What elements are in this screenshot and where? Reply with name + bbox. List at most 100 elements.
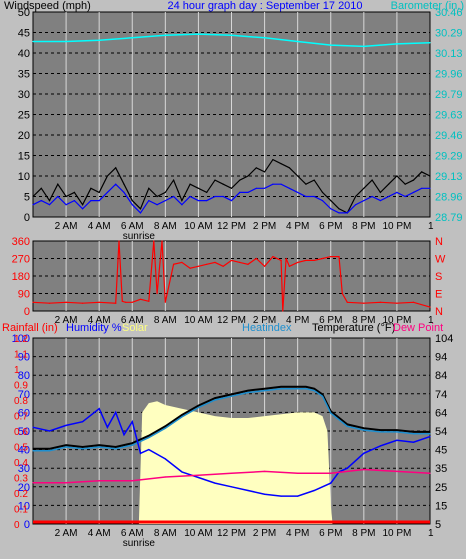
x-tick-label: 1 [428,315,434,326]
rain-tick-label: 1.2 [14,334,28,345]
x-tick-label: 12 PM [217,528,246,539]
direction-point [32,301,34,303]
y-right-tick-label: 29.96 [435,69,463,81]
legend-entry: Rainfall (in) [2,322,58,334]
humidity-point [330,482,332,484]
rain-tick-label: 0.6 [14,427,28,438]
direction-point [379,301,381,303]
temperature-point [197,405,200,407]
direction-point [181,261,183,263]
y-right-tick-label: 28.96 [435,192,463,204]
y-tick-label: 70 [18,389,30,401]
humidity-point [363,452,365,454]
wind-gust-point [313,179,315,181]
direction-point [98,301,100,303]
wind-average-point [379,200,381,202]
wind-average-point [57,195,59,198]
dewpoint-point [330,472,332,474]
wind-average-point [206,200,208,202]
barometer-axis-label: Barometer (in.) [391,0,464,12]
wind-gust-point [354,195,357,198]
y-right-tick-label: 29.63 [435,110,463,122]
direction-line [32,240,431,312]
temperature-point [48,448,51,450]
graph-title: 24 hour graph day : September 17 2010 [167,0,362,12]
x-tick-label: 6 AM [121,528,144,539]
heatindex-point [214,399,216,401]
y-tick-label: 20 [18,130,30,142]
wind-average-point [82,208,84,210]
dewpoint-point [363,468,365,471]
y-tick-label: 60 [18,407,30,419]
wind-gust-point [288,167,290,169]
y-right-tick-label: N [435,306,443,318]
x-tick-label: 4 PM [286,528,309,539]
wind-average-point [412,191,415,193]
wind-average-point [280,183,282,185]
y-right-tick-label: W [435,254,446,266]
rain-tick-label: 1 [14,365,20,376]
wind-gust-point [214,179,216,181]
temperature-point [346,423,348,426]
direction-point [48,302,51,304]
heatindex-point [313,390,315,392]
heatindex-point [330,412,332,414]
wind-gust-point [73,191,75,193]
y-tick-label: 0 [24,212,30,224]
legend-entry: Heatindex [242,322,292,334]
wind-barometer-point [230,34,233,36]
humidity-point [197,476,200,479]
wind-average-point [297,191,299,193]
wind-average-point [371,195,373,198]
direction-point [305,259,307,262]
y-right-tick-label: 74 [435,389,447,401]
x-tick-label: 10 PM [382,528,411,539]
temperature-point [313,388,315,390]
humidity-point [429,435,431,438]
heatindex-point [346,425,348,427]
y-right-tick-label: 45 [435,445,447,457]
wind-gust-point [412,179,415,181]
rain-tick-label: 0.4 [14,458,28,469]
temperature-point [230,393,233,395]
heatindex-point [280,388,282,390]
direction-point [197,265,200,267]
wind-average-point [32,204,34,206]
wind-gust-point [379,191,381,193]
x-tick-label: 12 PM [217,221,246,232]
humidity-point [247,489,249,492]
wind-average-point [148,200,150,202]
legend-entry: Solar [122,322,148,334]
wind-gust-point [421,171,423,173]
wind-average-point [189,195,191,198]
wind-average-point [98,200,100,202]
direction-point [429,306,431,308]
wind-average-point [48,204,51,206]
wind-average-point [123,191,125,193]
x-tick-label: 6 AM [121,221,144,232]
heatindex-point [429,433,431,435]
wind-average-point [156,204,158,206]
wind-average-point [40,200,42,202]
heatindex-point [197,406,200,409]
direction-point [282,310,284,312]
wind-gust-point [330,200,332,202]
wind-average-point [115,183,117,185]
wind-barometer-point [197,33,200,35]
temperature-point [263,388,266,390]
direction-point [173,263,175,265]
humidity-point [181,471,183,473]
y-tick-label: 90 [18,352,30,364]
heatindex-point [363,429,365,431]
wind-gust-point [131,200,133,202]
dewpoint-point [164,476,166,478]
humidity-point [214,482,216,484]
x-tick-label: 4 AM [88,528,111,539]
temperature-point [363,427,365,429]
y-right-tick-label: 64 [435,407,447,419]
wind-gust-point [197,187,200,189]
wind-gust-point [404,183,406,185]
wind-gust-point [247,175,249,177]
y-tick-label: 15 [18,151,30,163]
x-tick-label: 2 AM [55,528,78,539]
